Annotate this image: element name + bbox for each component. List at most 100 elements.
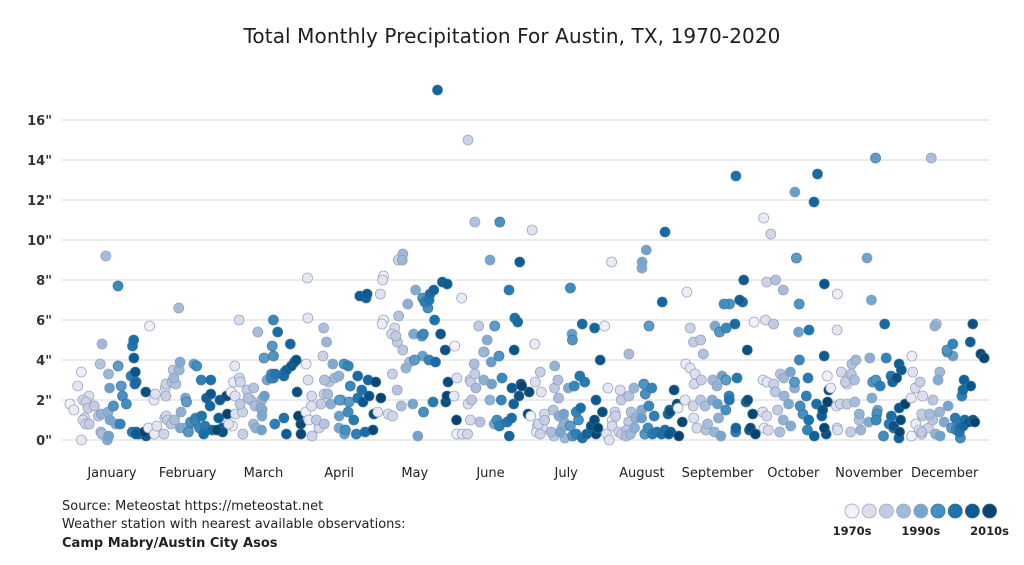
data-point-june-2000: [493, 350, 505, 362]
data-point-july-2017: [597, 406, 608, 418]
data-point-july-1970: [525, 410, 537, 422]
data-point-november-1970: [821, 370, 833, 382]
month-label: November: [835, 466, 903, 481]
data-point-june-2004: [495, 394, 507, 406]
data-point-march-2003: [267, 314, 279, 326]
data-point-march-2019: [295, 428, 307, 440]
data-point-december-1987: [925, 152, 937, 164]
data-point-october-1999: [789, 376, 800, 388]
data-point-july-2015: [594, 354, 606, 366]
data-point-march-2013: [280, 428, 292, 440]
data-point-december-1976: [917, 390, 928, 402]
data-point-september-1995: [715, 430, 727, 442]
data-point-june-1970: [449, 340, 461, 352]
data-point-april-1992: [325, 398, 337, 410]
data-point-may-2015: [435, 328, 447, 340]
data-point-november-2004: [880, 352, 892, 364]
data-point-june-1979: [462, 428, 473, 440]
data-point-november-1991: [853, 408, 865, 420]
data-point-april-2001: [339, 424, 351, 436]
data-point-july-1986: [552, 374, 564, 386]
data-point-november-1996: [861, 252, 873, 264]
data-point-november-1992: [864, 352, 876, 364]
data-point-september-1977: [691, 422, 703, 434]
data-point-april-1980: [317, 350, 329, 362]
legend-swatch: [879, 503, 894, 519]
data-point-march-2005: [269, 418, 281, 430]
data-point-november-1989: [850, 354, 862, 366]
data-point-april-1998: [334, 394, 345, 406]
data-point-december-2013: [964, 336, 976, 348]
data-point-november-1990: [855, 424, 867, 436]
data-point-october-1978: [761, 410, 773, 422]
data-point-september-1998: [720, 374, 732, 386]
data-point-april-2019: [370, 376, 382, 388]
data-point-august-1972: [606, 256, 617, 268]
month-label: October: [767, 466, 820, 481]
data-point-april-2005: [350, 428, 362, 440]
data-point-june-2013: [514, 256, 526, 268]
data-point-september-1979: [687, 400, 699, 412]
data-point-august-1995: [636, 256, 648, 268]
legend-label: 2010s: [970, 524, 1009, 538]
data-point-september-2008: [730, 170, 742, 182]
data-point-august-1970: [599, 320, 610, 332]
legend-label: 1990s: [901, 524, 940, 538]
data-point-february-1988: [173, 302, 185, 314]
data-point-april-1988: [322, 388, 334, 400]
data-point-may-2016: [439, 344, 451, 356]
legend-swatch: [896, 503, 911, 519]
data-point-august-2003: [643, 400, 655, 412]
data-point-april-2002: [342, 406, 354, 418]
data-point-september-2001: [720, 404, 732, 416]
data-point-june-2010: [512, 316, 524, 328]
data-point-february-1979: [158, 428, 170, 440]
data-point-october-2014: [818, 350, 830, 362]
data-point-october-2008: [803, 414, 815, 426]
data-point-june-1972: [456, 292, 468, 304]
data-point-march-1986: [242, 392, 254, 404]
data-point-april-1990: [321, 336, 332, 348]
data-point-june-1977: [464, 414, 476, 426]
data-point-may-1990: [396, 254, 408, 266]
data-point-october-1983: [768, 318, 779, 330]
data-point-july-2002: [565, 282, 576, 294]
data-point-october-1979: [765, 228, 777, 240]
data-point-september-2010: [729, 318, 741, 330]
data-point-september-2011: [730, 422, 742, 434]
data-point-may-2011: [432, 84, 443, 96]
data-point-august-1985: [623, 390, 635, 402]
data-point-may-2003: [417, 328, 429, 340]
data-point-january-2009: [128, 334, 140, 346]
data-point-february-1975: [149, 388, 161, 400]
data-point-january-2004: [114, 418, 126, 430]
data-point-april-2014: [361, 288, 373, 300]
data-point-december-1993: [932, 374, 944, 386]
data-point-july-1976: [529, 376, 541, 388]
data-point-july-1988: [553, 392, 564, 404]
data-point-october-1990: [778, 390, 790, 402]
data-point-may-1992: [402, 298, 414, 310]
data-point-march-1983: [234, 398, 246, 410]
data-point-december-2016: [967, 318, 979, 330]
data-point-october-1994: [783, 398, 794, 410]
data-point-april-2018: [367, 424, 379, 436]
data-point-july-1975: [526, 224, 538, 236]
data-point-april-2016: [363, 390, 375, 402]
data-point-may-1972: [376, 318, 388, 330]
month-label: February: [159, 466, 217, 481]
data-point-january-2015: [129, 366, 141, 378]
data-point-may-1985: [391, 384, 403, 396]
data-point-may-1986: [393, 310, 405, 322]
data-point-march-1973: [229, 360, 241, 372]
data-point-january-1973: [76, 434, 87, 446]
data-point-november-1982: [845, 426, 857, 438]
data-point-august-1973: [602, 382, 614, 394]
data-point-june-1996: [486, 378, 498, 390]
data-point-september-2013: [734, 294, 745, 306]
data-point-september-2020: [750, 428, 761, 440]
month-label: July: [554, 466, 579, 481]
data-point-november-2017: [891, 372, 902, 384]
data-point-june-1985: [474, 416, 486, 428]
station-note: Weather station with nearest available o…: [62, 517, 406, 532]
